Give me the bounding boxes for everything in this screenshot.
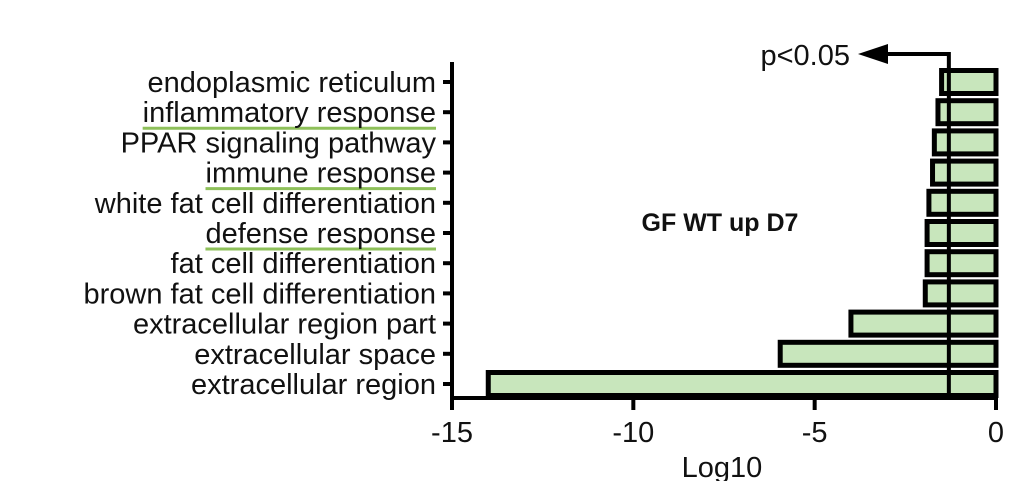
bar-fat-cell-differentiation	[924, 249, 999, 278]
bar-ppar-signaling-pathway	[931, 128, 999, 157]
category-label-ppar-signaling-pathway: PPAR signaling pathway	[121, 127, 437, 159]
x-axis-title: Log10	[682, 452, 763, 481]
bar-defense-response	[924, 219, 999, 247]
category-label-fat-cell-differentiation: fat cell differentiation	[171, 248, 436, 280]
threshold-arrowhead	[858, 44, 888, 64]
category-underlines	[142, 126, 436, 251]
bar-white-fat-cell-differentiation	[926, 188, 999, 217]
x-tick-label-2: -5	[802, 417, 828, 449]
category-label-inflammatory-response: inflammatory response	[143, 97, 436, 129]
bar-inflammatory-response	[935, 98, 999, 127]
threshold-label: p<0.05	[760, 40, 850, 72]
bar-extracellular-region-part	[848, 309, 999, 338]
category-label-white-fat-cell-differentiation: white fat cell differentiation	[94, 188, 436, 220]
category-label-extracellular-region: extracellular region	[191, 369, 436, 401]
threshold-annotation: p<0.05	[760, 40, 951, 398]
category-label-immune-response: immune response	[206, 158, 437, 190]
category-label-extracellular-space: extracellular space	[194, 339, 436, 371]
chart-title: GF WT up D7	[642, 209, 799, 237]
category-label-endoplasmic-reticulum: endoplasmic reticulum	[147, 67, 436, 99]
x-tick-label-3: 0	[988, 417, 1004, 449]
bar-extracellular-region	[485, 370, 999, 398]
bar-extracellular-space	[777, 339, 999, 368]
bar-immune-response	[930, 158, 999, 187]
x-tick-label-0: -15	[431, 417, 473, 449]
category-label-brown-fat-cell-differentiation: brown fat cell differentiation	[83, 278, 436, 310]
bars-group	[485, 68, 999, 398]
x-tick-label-1: -10	[612, 417, 654, 449]
bar-brown-fat-cell-differentiation	[922, 279, 999, 308]
category-label-defense-response: defense response	[205, 218, 436, 250]
ticks-group: -15 -10 -5 0	[431, 80, 1004, 449]
axes	[450, 62, 998, 400]
bar-endoplasmic-reticulum	[939, 68, 999, 96]
category-label-extracellular-region-part: extracellular region part	[133, 309, 436, 341]
